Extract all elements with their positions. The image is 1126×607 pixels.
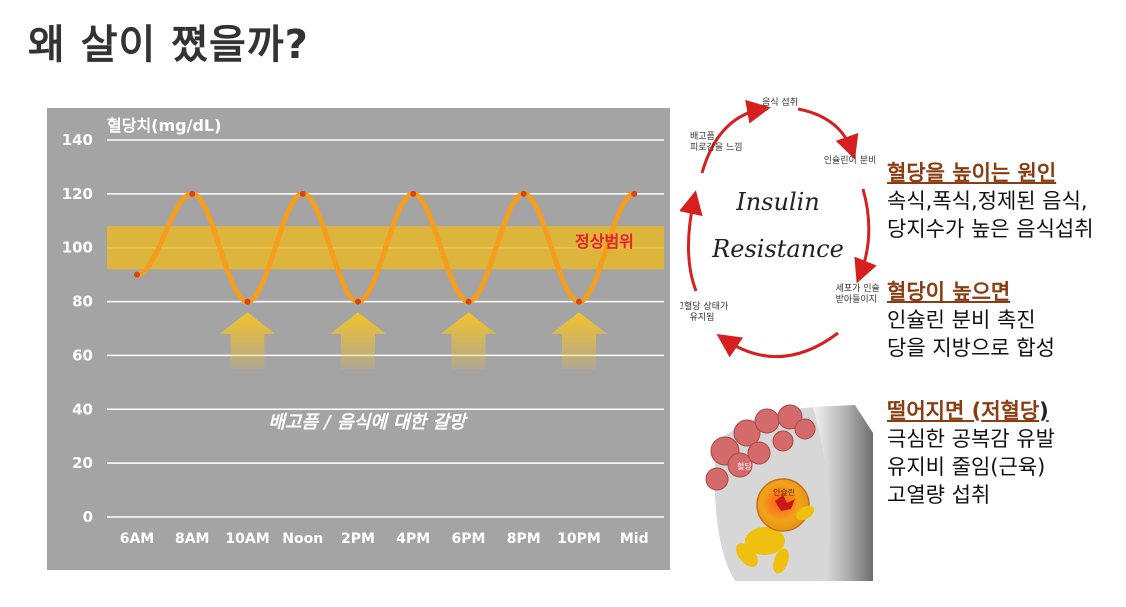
low-heading-main: 떨어지면 (887, 399, 965, 423)
data-point (244, 298, 251, 305)
y-tick-label: 100 (62, 239, 93, 257)
x-tick-label: 6AM (120, 531, 155, 547)
data-point (410, 190, 417, 197)
y-tick-label: 0 (83, 508, 93, 526)
low-section: 떨어지면 (저혈당) 극심한 공복감 유발 유지비 줄임(근육) 고열량 섭취 (887, 398, 1055, 509)
low-line-3: 고열량 섭취 (887, 483, 991, 507)
data-point (631, 190, 638, 197)
hunger-arrow (219, 312, 276, 369)
x-tick-label: 2PM (341, 531, 375, 547)
y-tick-label: 140 (62, 131, 93, 149)
cycle-center-line2: Resistance (711, 235, 844, 263)
cycle-arrow-left (680, 190, 703, 292)
y-tick-label: 60 (72, 346, 93, 364)
high-heading: 혈당이 높으면 (887, 280, 1011, 304)
x-tick-label: 10AM (225, 531, 269, 547)
cycle-step-label: 음식 섭취 (762, 97, 798, 108)
low-heading-paren-close: ) (1039, 399, 1049, 423)
data-point (189, 190, 196, 197)
data-point (134, 271, 140, 278)
cycle-center-line1: Insulin (735, 188, 820, 216)
high-line-1: 인슐린 분비 촉진 (887, 308, 1036, 332)
low-heading-paren-open: ( (971, 399, 982, 423)
x-tick-label: Noon (282, 531, 323, 547)
data-point (299, 190, 306, 197)
y-tick-label: 20 (72, 454, 93, 472)
hunger-annotation: 배고픔 / 음식에 대한 갈망 (268, 412, 469, 433)
illustration-label-insulin: 인슐린 (773, 487, 795, 497)
y-tick-label: 120 (62, 185, 93, 203)
y-axis-ticks: 0 20 40 60 80 100 120 140 (62, 131, 93, 526)
low-heading: 떨어지면 (저혈당) (887, 398, 1055, 425)
x-tick-label: 10PM (557, 531, 601, 547)
causes-line-2: 당지수가 높은 음식섭취 (887, 217, 1094, 241)
cycle-arrow-top-left (700, 99, 771, 174)
x-tick-label: 8AM (175, 531, 210, 547)
low-line-2: 유지비 줄임(근육) (887, 455, 1046, 479)
cycle-step-label: 고혈당 상태가 유지됨 (680, 300, 728, 323)
y-tick-label: 80 (72, 293, 93, 311)
x-tick-label: 4PM (396, 531, 430, 547)
cycle-step-label: 인슐린이 분비 (824, 155, 877, 166)
causes-heading: 혈당을 높이는 원인 (887, 161, 1057, 185)
normal-range-label: 정상범위 (575, 232, 634, 251)
y-tick-label: 40 (72, 400, 93, 418)
hunger-arrows (219, 312, 607, 369)
insulin-cartoon-illustration-icon: 혈당 인슐린 (705, 404, 873, 581)
high-section: 혈당이 높으면 인슐린 분비 촉진 당을 지방으로 합성 (887, 279, 1055, 362)
hunger-arrow (440, 312, 497, 369)
glucose-points (134, 190, 638, 305)
hunger-arrow (330, 312, 386, 369)
illustration-label-blood-sugar: 혈당 (737, 461, 752, 471)
x-tick-label: Mid (620, 531, 649, 547)
low-heading-paren-word: 저혈당 (981, 399, 1040, 423)
cycle-arrow-bottom (716, 331, 839, 358)
causes-line-1: 속식,폭식,정제된 음식, (887, 189, 1088, 213)
x-axis-ticks: 6AM 8AM 10AM Noon 2PM 4PM 6PM 8PM 10PM Mid (120, 531, 649, 547)
x-tick-label: 6PM (452, 531, 486, 547)
page-title: 왜 살이 쪘을까? (28, 22, 309, 68)
cycle-arrow-top-right (797, 107, 859, 160)
cycle-step-label: 세포가 인슐린을받아들이지 못함 (836, 283, 880, 305)
cycle-step-label: 배고픔, 피로감을 느낌 (690, 131, 743, 153)
high-line-2: 당을 지방으로 합성 (887, 336, 1055, 360)
y-axis-label: 혈당치(mg/dL) (107, 116, 221, 135)
glucose-series-line (134, 191, 637, 305)
hunger-arrow (551, 312, 607, 369)
causes-section: 혈당을 높이는 원인 속식,폭식,정제된 음식, 당지수가 높은 음식섭취 (887, 160, 1094, 243)
data-point (520, 190, 527, 197)
data-point (355, 298, 361, 305)
x-tick-label: 8PM (507, 531, 541, 547)
data-point (465, 298, 472, 305)
cycle-arrow-right (854, 188, 877, 284)
low-line-1: 극심한 공복감 유발 (887, 427, 1055, 451)
data-point (576, 298, 582, 305)
